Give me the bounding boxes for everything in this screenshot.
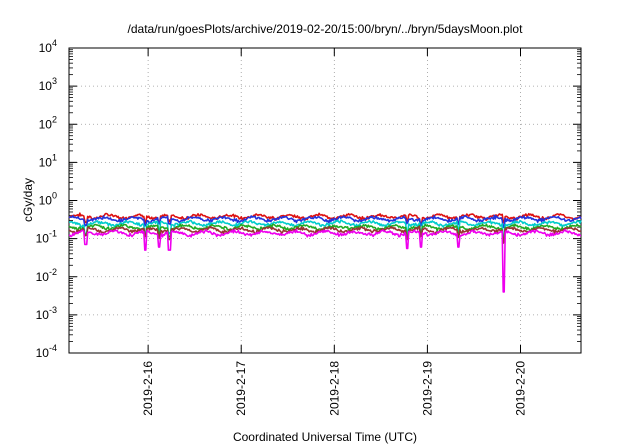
x-tick-label: 2019-2-20 bbox=[513, 361, 527, 416]
x-tick-label: 2019-2-17 bbox=[234, 361, 248, 416]
y-tick-label: 104 bbox=[39, 38, 57, 55]
y-tick-label: 10-1 bbox=[36, 229, 57, 246]
x-axis-ticks: 2019-2-16 2019-2-17 2019-2-18 2019-2-19 2019… bbox=[141, 48, 527, 416]
series-line-1 bbox=[68, 212, 582, 226]
y-tick-label: 102 bbox=[39, 114, 57, 131]
x-tick-label: 2019-2-18 bbox=[327, 361, 341, 416]
y-tick-label: 10-4 bbox=[36, 343, 57, 360]
y-tick-label: 103 bbox=[39, 76, 57, 93]
x-axis-label: Coordinated Universal Time (UTC) bbox=[233, 430, 417, 444]
x-tick-label: 2019-2-19 bbox=[420, 361, 434, 416]
y-tick-label: 10-2 bbox=[36, 267, 57, 284]
x-tick-label: 2019-2-16 bbox=[141, 361, 155, 416]
y-tick-label: 100 bbox=[39, 191, 57, 208]
y-tick-label: 10-3 bbox=[36, 305, 57, 322]
chart-title: /data/run/goesPlots/archive/2019-02-20/1… bbox=[128, 22, 524, 36]
series-line-2 bbox=[68, 214, 582, 229]
series-line-6 bbox=[68, 228, 581, 293]
y-axis-ticks: 104 103 102 101 100 10-1 10-2 10-3 10-4 bbox=[36, 38, 581, 360]
y-tick-label: 101 bbox=[39, 152, 57, 169]
series-line-3 bbox=[69, 219, 582, 240]
y-axis-label: cGy/day bbox=[21, 178, 35, 222]
series-lines bbox=[68, 212, 582, 293]
grid-lines bbox=[69, 48, 581, 353]
